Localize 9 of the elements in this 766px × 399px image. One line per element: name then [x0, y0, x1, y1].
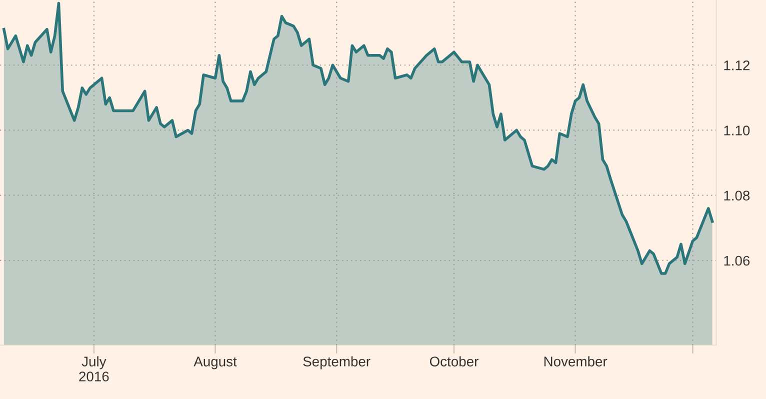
x-tick-label: November	[544, 356, 608, 366]
y-tick-label: 1.12	[724, 60, 750, 70]
y-tick-label: 1.06	[724, 256, 750, 266]
x-tick-label: July 2016	[79, 356, 109, 382]
x-tick-label: October	[430, 356, 478, 366]
x-tick-label: September	[303, 356, 370, 370]
y-tick-label: 1.10	[724, 126, 750, 136]
x-tick-label: August	[194, 356, 237, 370]
y-tick-label: 1.08	[724, 190, 750, 201]
